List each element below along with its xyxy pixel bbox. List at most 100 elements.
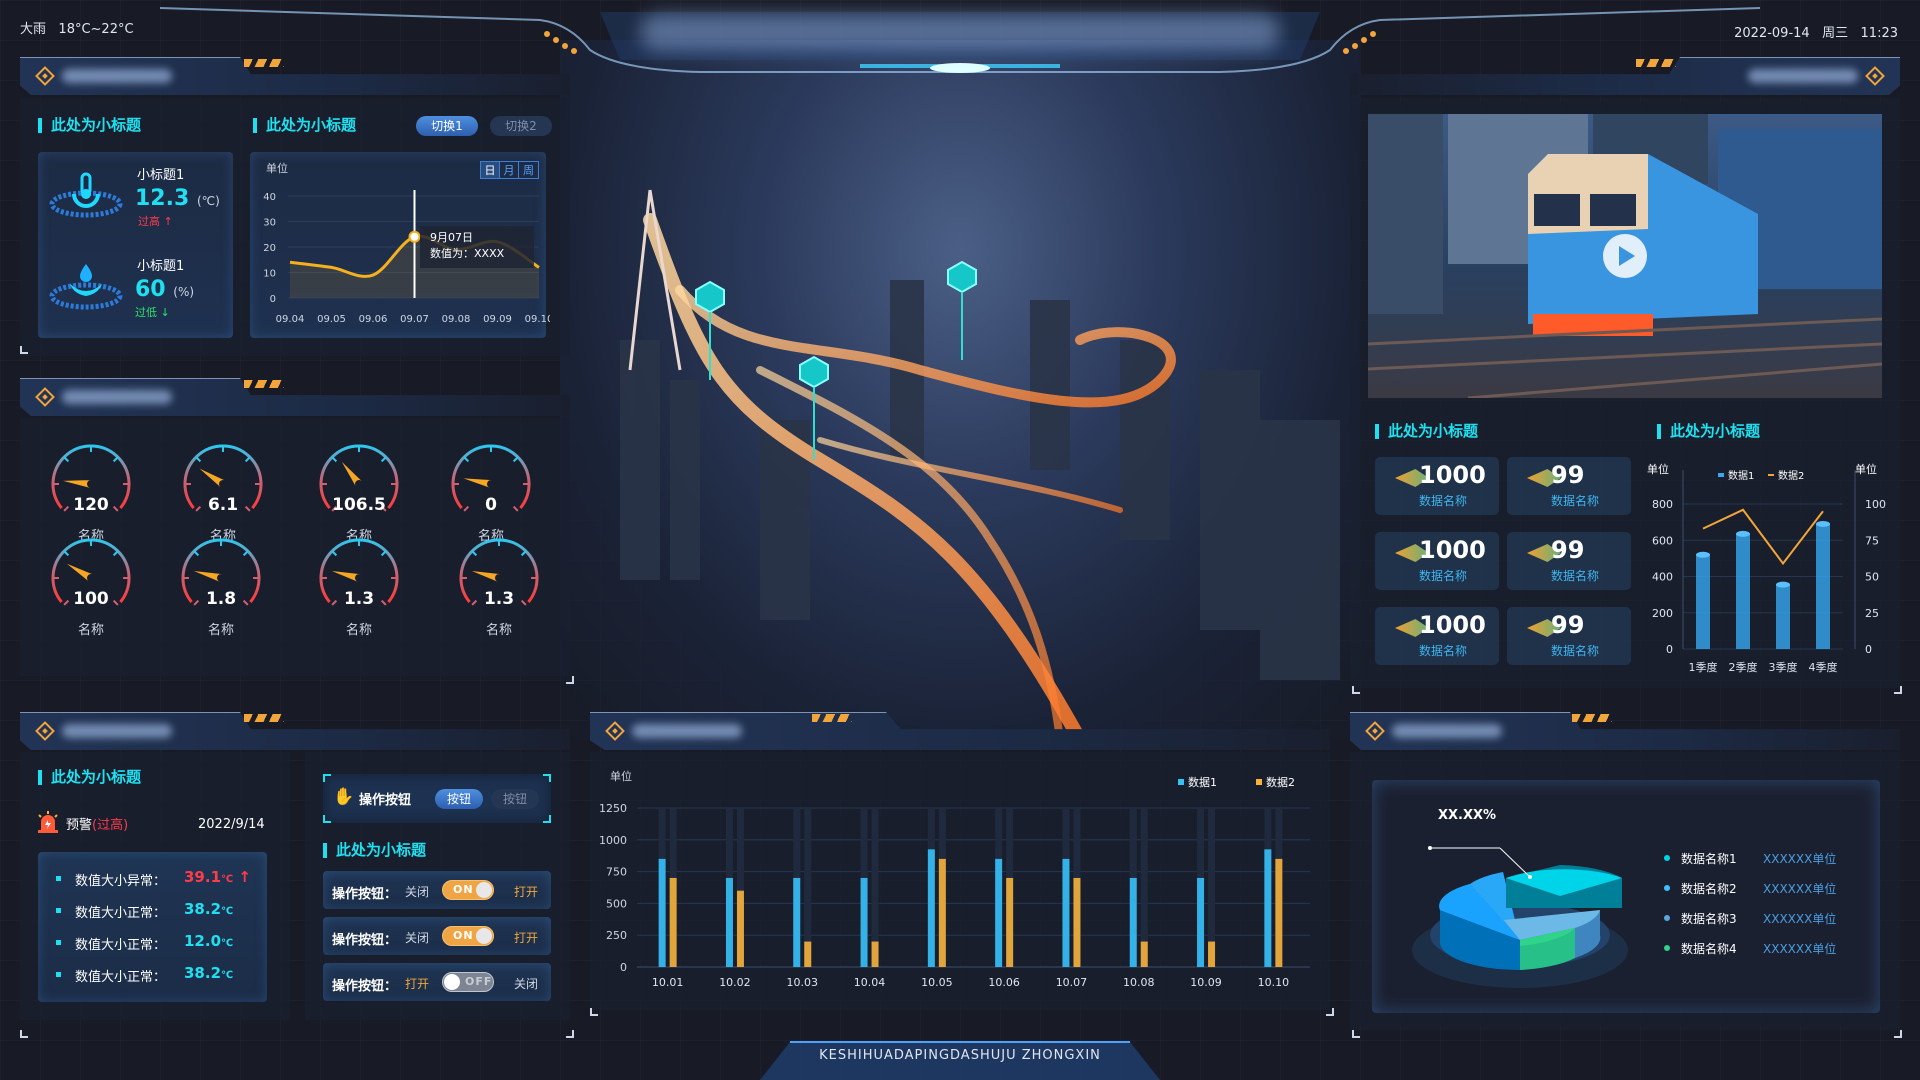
stat-name: 数据名称 [1419,569,1468,583]
operation-button-primary[interactable]: 按钮 [435,789,483,809]
tab-day[interactable]: 日 [481,162,500,178]
gauge-tick [112,550,119,557]
sensor-status-high: 过高 ↑ [138,213,173,229]
reading-value: 12.0 [184,932,222,950]
operation-title: 操作按钮 [359,793,412,808]
y-tick-label-right: 25 [1865,607,1879,620]
gauge-tick [195,456,202,463]
weather-condition: 大雨 [20,22,47,37]
x-tick-label: 09.09 [483,314,512,325]
reading-unit: ℃ [221,970,234,981]
warning-level: (过高) [92,818,129,833]
subtitle: 此处为小标题 [38,118,141,133]
stat-value: 1000 [1419,611,1486,639]
bar [927,849,935,967]
tab-week[interactable]: 周 [523,164,534,177]
gauge-tick [520,599,527,606]
gauge-tick [463,505,470,512]
x-tick-label: 10.10 [1258,976,1290,989]
corner-bracket [566,676,574,684]
arrow-up-icon: ↑ [238,868,251,886]
weather-info: 大雨 18°C~22°C [20,18,134,37]
legend-label: 数据2 [1778,469,1804,482]
gauge-needle [66,563,94,582]
gauge-tick [331,456,338,463]
bar [1062,858,1070,967]
x-tick-label: 10.08 [1123,976,1155,989]
tab-month[interactable]: 月 [500,162,519,178]
y-tick-label-left: 0 [1666,643,1673,656]
sensor-unit: (℃) [196,194,220,208]
operation-button-secondary[interactable]: 按钮 [491,789,539,809]
corner-bracket [1352,686,1360,694]
weekday: 周三 [1822,26,1849,41]
toggle-switch[interactable]: OFF [442,972,494,992]
legend-swatch [1178,779,1184,785]
bar-track [736,808,744,967]
toggle-switch[interactable]: ON [442,926,494,946]
legend-swatch [1256,779,1262,785]
reading-value: 38.2 [184,964,222,982]
data-line [1702,508,1824,566]
y-tick-label: 20 [263,243,276,254]
bar [1006,877,1014,967]
x-tick-label: 10.01 [652,976,684,989]
bar [736,890,744,967]
video-player[interactable] [1368,114,1882,398]
bar-track [1140,808,1148,967]
toggle-switch[interactable]: ON [442,880,494,900]
legend-label: 数据2 [1266,775,1295,789]
legend-name: 数据名称1 [1681,852,1737,866]
gauge-tick [112,456,119,463]
legend-name: 数据名称4 [1681,942,1737,956]
combo-chart: 单位 单位 0 200 400 600 800 0 25 50 75 100 数据1 数据2 1季度 2季度 3… [1647,462,1886,674]
reading-value-row: 38.2℃ [184,964,233,982]
y-tick-label: 1250 [599,802,627,815]
temperature-range: 18°C~22°C [58,22,134,37]
x-tick-label: 10.05 [921,976,953,989]
gauge-tick [380,599,387,606]
y-tick-label: 40 [263,192,276,203]
gauge-tick [193,550,200,557]
bar [1264,849,1272,967]
gauge-needle [63,480,92,488]
sensor-value: 12.3 [135,186,190,211]
gauge-value: 0 [485,495,497,515]
corner-bracket [1352,1030,1360,1038]
sensor-unit: (%) [173,285,195,299]
stat-card: 1000 数据名称 [1375,607,1499,665]
corner-bracket [1894,686,1902,694]
x-tick-label: 09.04 [276,314,305,325]
y-axis-title: 单位 [610,769,632,783]
status-text: 过低 [135,306,157,319]
bar [871,941,879,967]
sensor-label: 小标题1 [137,168,185,183]
stat-card: 1000 数据名称 [1375,457,1499,515]
legend-value: XXXXXX单位 [1763,942,1837,956]
arrow-up-icon: ↑ [163,215,173,228]
gauge-needle [193,571,222,582]
x-tick-label: 10.04 [854,976,886,989]
y-tick-label-right: 75 [1865,534,1879,547]
bar [669,877,677,967]
gauge-tick [331,599,338,606]
subtitle: 此处为小标题 [38,770,141,785]
y-tick-label: 30 [263,218,276,229]
reading-value: 38.2 [184,900,222,918]
gauge-tick [112,505,119,512]
pie-slice-label: XX.XX% [1438,808,1497,823]
switch-2-button[interactable]: 切换2 [490,116,552,136]
x-tick-label: 09.06 [359,314,388,325]
gauge-tick [63,599,70,606]
stat-card: 1000 数据名称 [1375,532,1499,590]
sensor-label: 小标题1 [137,259,185,274]
gauge-tick [242,550,249,557]
y-tick-label-right: 50 [1865,571,1879,584]
switch-1-button[interactable]: 切换1 [416,116,478,136]
gauge-tick [63,456,70,463]
legend-name: 数据名称3 [1681,912,1737,926]
subtitle: 此处为小标题 [1657,424,1760,439]
status-text: 过高 [138,215,160,228]
gauge-value: 100 [73,589,109,609]
